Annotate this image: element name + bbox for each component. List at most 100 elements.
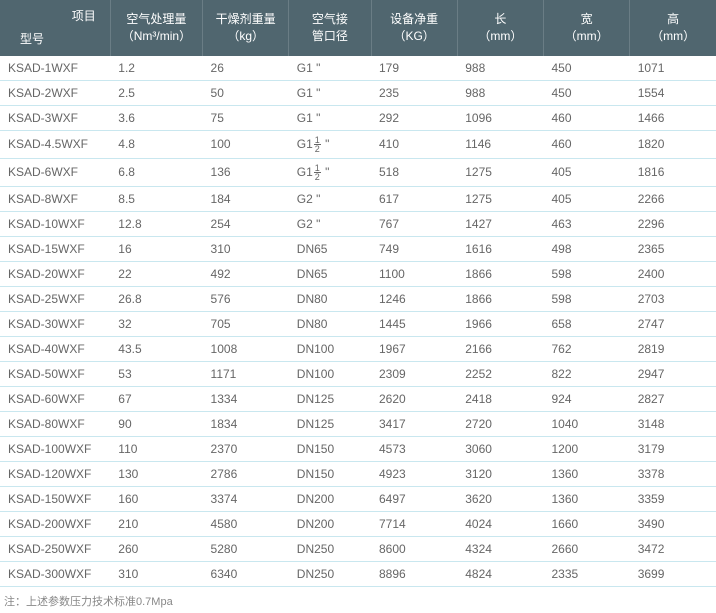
table-row: KSAD-120WXF1302786DN1504923312013603378 (0, 461, 716, 486)
cell-value: 2786 (203, 461, 289, 486)
cell-value: 8600 (371, 536, 457, 561)
cell-model: KSAD-4.5WXF (0, 130, 110, 158)
cell-value: 160 (110, 486, 202, 511)
cell-value: 2620 (371, 386, 457, 411)
cell-model: KSAD-20WXF (0, 261, 110, 286)
cell-value: 26.8 (110, 286, 202, 311)
cell-value: 1096 (457, 105, 543, 130)
header-col-5-l2: （mm） (565, 29, 609, 43)
table-row: KSAD-50WXF531171DN100230922528222947 (0, 361, 716, 386)
cell-model: KSAD-15WXF (0, 236, 110, 261)
table-row: KSAD-20WXF22492DN65110018665982400 (0, 261, 716, 286)
header-col-0-l1: 空气处理量 (126, 12, 186, 26)
cell-model: KSAD-250WXF (0, 536, 110, 561)
table-row: KSAD-15WXF16310DN6574916164982365 (0, 236, 716, 261)
cell-value: 1008 (203, 336, 289, 361)
cell-value: 2.5 (110, 80, 202, 105)
header-col-6-l2: （mm） (651, 29, 695, 43)
cell-model: KSAD-6WXF (0, 158, 110, 186)
table-header: 项目 型号 空气处理量 （Nm³/min） 干燥剂重量 （kg） 空气接 管口径… (0, 0, 716, 56)
cell-value: 450 (543, 80, 629, 105)
header-col-2-l1: 空气接 (312, 12, 348, 26)
cell-value: 1275 (457, 186, 543, 211)
cell-value: DN200 (289, 511, 371, 536)
cell-value: 450 (543, 56, 629, 81)
cell-value: 1040 (543, 411, 629, 436)
cell-value: DN200 (289, 486, 371, 511)
header-col-0: 空气处理量 （Nm³/min） (110, 0, 202, 56)
cell-model: KSAD-100WXF (0, 436, 110, 461)
cell-value: 6497 (371, 486, 457, 511)
cell-model: KSAD-200WXF (0, 511, 110, 536)
cell-value: 598 (543, 286, 629, 311)
cell-value: 1100 (371, 261, 457, 286)
header-col-4: 长 （mm） (457, 0, 543, 56)
cell-value: 988 (457, 56, 543, 81)
cell-value: 75 (203, 105, 289, 130)
cell-value: 2827 (630, 386, 716, 411)
cell-value: 4324 (457, 536, 543, 561)
header-col-0-l2: （Nm³/min） (122, 29, 191, 43)
cell-value: 1360 (543, 461, 629, 486)
cell-value: G1 " (289, 105, 371, 130)
cell-value: 1.2 (110, 56, 202, 81)
cell-value: 2365 (630, 236, 716, 261)
cell-value: 762 (543, 336, 629, 361)
cell-value: 988 (457, 80, 543, 105)
cell-value: 210 (110, 511, 202, 536)
cell-value: 1466 (630, 105, 716, 130)
cell-value: 1146 (457, 130, 543, 158)
cell-model: KSAD-40WXF (0, 336, 110, 361)
cell-value: 1660 (543, 511, 629, 536)
cell-value: 460 (543, 130, 629, 158)
header-col-3-l1: 设备净重 (390, 12, 438, 26)
table-row: KSAD-1WXF1.226G1 "1799884501071 (0, 56, 716, 81)
header-col-2: 空气接 管口径 (289, 0, 371, 56)
cell-value: G1 " (289, 56, 371, 81)
cell-value: 100 (203, 130, 289, 158)
cell-value: 4573 (371, 436, 457, 461)
header-col-5: 宽 （mm） (543, 0, 629, 56)
table-row: KSAD-150WXF1603374DN2006497362013603359 (0, 486, 716, 511)
cell-value: 705 (203, 311, 289, 336)
cell-value: 2418 (457, 386, 543, 411)
header-col-5-l1: 宽 (581, 12, 593, 26)
cell-value: 43.5 (110, 336, 202, 361)
cell-value: G2 " (289, 186, 371, 211)
cell-value: 53 (110, 361, 202, 386)
cell-value: 184 (203, 186, 289, 211)
cell-value: DN100 (289, 361, 371, 386)
table-row: KSAD-25WXF26.8576DN80124618665982703 (0, 286, 716, 311)
cell-value: 1866 (457, 286, 543, 311)
cell-value: 2266 (630, 186, 716, 211)
cell-value: 410 (371, 130, 457, 158)
table-row: KSAD-30WXF32705DN80144519666582747 (0, 311, 716, 336)
cell-value: 136 (203, 158, 289, 186)
cell-value: 12.8 (110, 211, 202, 236)
cell-model: KSAD-1WXF (0, 56, 110, 81)
cell-value: 1246 (371, 286, 457, 311)
cell-value: 67 (110, 386, 202, 411)
table-row: KSAD-100WXF1102370DN1504573306012003179 (0, 436, 716, 461)
cell-value: 4923 (371, 461, 457, 486)
cell-value: 1820 (630, 130, 716, 158)
cell-value: 1445 (371, 311, 457, 336)
cell-value: 1427 (457, 211, 543, 236)
cell-value: G112 " (289, 158, 371, 186)
cell-value: G1 " (289, 80, 371, 105)
header-col-6: 高 （mm） (630, 0, 716, 56)
cell-value: 4024 (457, 511, 543, 536)
cell-value: 2720 (457, 411, 543, 436)
cell-value: DN150 (289, 436, 371, 461)
cell-model: KSAD-2WXF (0, 80, 110, 105)
spec-table: 项目 型号 空气处理量 （Nm³/min） 干燥剂重量 （kg） 空气接 管口径… (0, 0, 716, 587)
cell-value: 2309 (371, 361, 457, 386)
cell-value: 1554 (630, 80, 716, 105)
cell-value: 310 (203, 236, 289, 261)
table-row: KSAD-3WXF3.675G1 "29210964601466 (0, 105, 716, 130)
cell-value: 3620 (457, 486, 543, 511)
header-col-4-l1: 长 (494, 12, 506, 26)
cell-value: 924 (543, 386, 629, 411)
cell-value: 2747 (630, 311, 716, 336)
cell-model: KSAD-60WXF (0, 386, 110, 411)
